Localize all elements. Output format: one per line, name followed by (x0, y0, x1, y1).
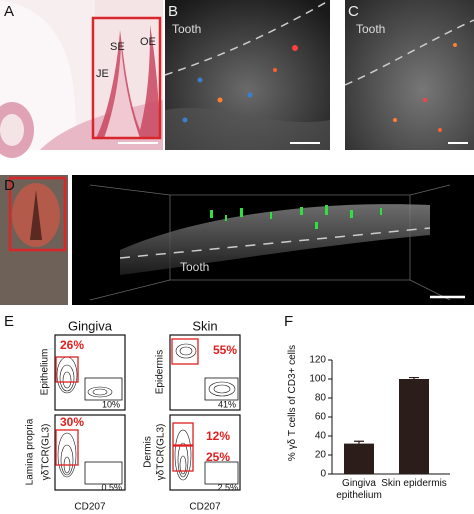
axis-label: CD207 (74, 502, 106, 513)
x-tick-label: Skin epidermis (381, 478, 447, 489)
percent: 10% (102, 399, 120, 409)
y-tick-label: 60 (315, 412, 327, 423)
tooth-label: Tooth (356, 22, 385, 36)
row-label: Dermis (143, 436, 154, 468)
tooth-label: Tooth (180, 260, 209, 274)
axis-label: γδTCR(GL3) (156, 424, 167, 481)
y-tick-label: 120 (309, 355, 326, 366)
tooth-label: Tooth (172, 22, 201, 36)
panel-label: D (4, 177, 15, 194)
column-header: Gingiva (68, 318, 113, 333)
axis-label: CD207 (189, 502, 221, 513)
tissue-label: SE (110, 41, 125, 53)
row-label: Epithelium (40, 349, 51, 396)
percent: 0.5% (101, 482, 122, 492)
panel-label: E (4, 313, 14, 330)
percent: 26% (60, 338, 84, 352)
percent: 30% (60, 415, 84, 429)
flow-plots (54, 334, 241, 491)
y-tick-label: 80 (315, 393, 327, 404)
percent: 12% (206, 429, 230, 443)
error-bar (409, 376, 419, 379)
panel-label: A (4, 3, 14, 20)
y-tick-label: 100 (309, 374, 326, 385)
axis-label: γδTCR(GL3) (41, 424, 52, 481)
y-tick-label: 40 (315, 431, 327, 442)
panel-c-image (344, 0, 474, 150)
row-label: Lamina propria (25, 418, 36, 485)
percent: 55% (213, 343, 237, 357)
y-tick-label: 0 (320, 469, 326, 480)
bar (399, 379, 429, 474)
panel-label: B (168, 3, 178, 20)
y-tick-label: 20 (315, 450, 327, 461)
flow-gates (55, 338, 199, 472)
y-axis-label: % γδ T cells of CD3+ cells (287, 344, 298, 462)
bar (344, 443, 374, 474)
percent: 41% (218, 399, 236, 409)
row-label: Epidermis (155, 350, 166, 394)
panel-b-image (164, 0, 331, 150)
error-bar (354, 440, 364, 444)
tissue-label: OE (140, 36, 156, 48)
column-header: Skin (192, 318, 217, 333)
percent: 2.5% (217, 482, 238, 492)
panel-a-image (0, 0, 163, 158)
panel-label: C (348, 3, 359, 20)
x-tick-label: Gingiva epithelium (336, 478, 382, 501)
panel-d-image (0, 175, 474, 305)
tissue-label: JE (96, 68, 109, 80)
panel-label: F (284, 313, 293, 330)
percent: 25% (206, 450, 230, 464)
